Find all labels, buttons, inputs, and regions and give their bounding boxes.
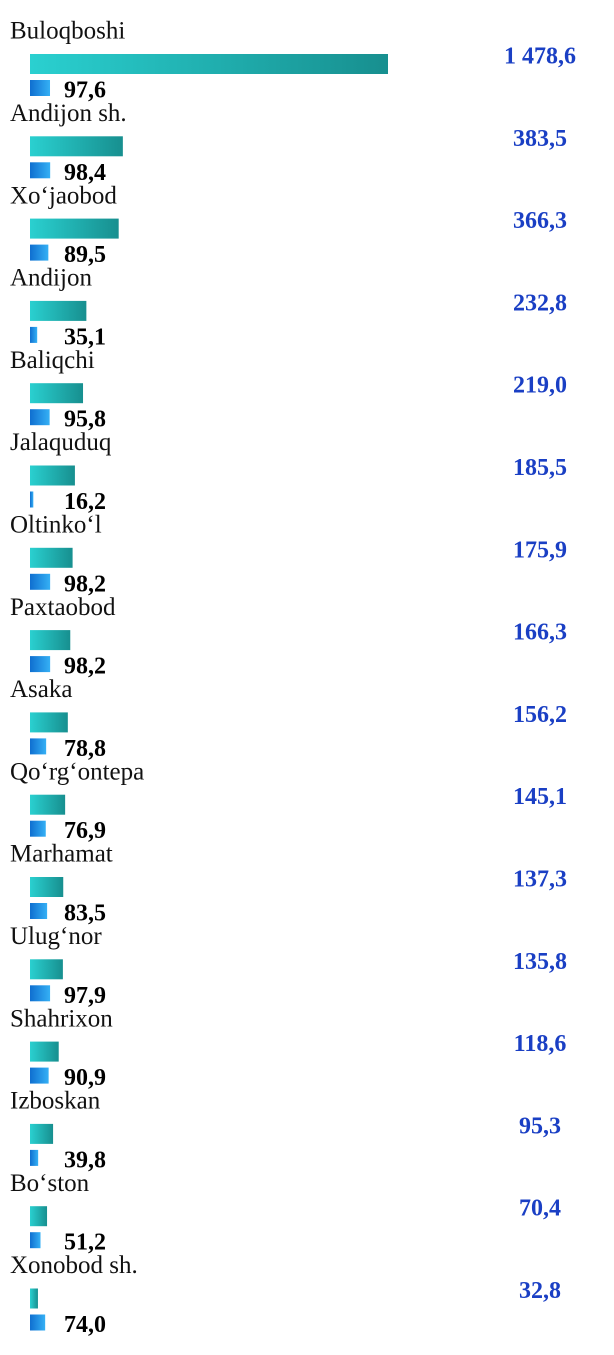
value-label: 145,1 — [513, 784, 567, 810]
value-label: 83,5 — [64, 901, 106, 927]
bar — [30, 218, 119, 239]
value-label: 97,6 — [64, 78, 106, 104]
value-label: 219,0 — [513, 373, 567, 399]
category-label: Andijon — [10, 265, 92, 292]
bar — [30, 1149, 39, 1166]
value-label: 78,8 — [64, 736, 106, 762]
category-label: Oltinko‘l — [10, 512, 102, 539]
value-label: 74,0 — [64, 1312, 106, 1338]
bar — [30, 547, 73, 568]
value-label: 95,3 — [519, 1113, 561, 1139]
value-label: 135,8 — [513, 949, 567, 975]
category-label: Buloqboshi — [10, 18, 125, 45]
value-label: 76,9 — [64, 818, 106, 844]
value-label: 118,6 — [514, 1031, 567, 1057]
bar — [30, 136, 123, 157]
bar — [30, 959, 63, 980]
category-label: Andijon sh. — [10, 100, 127, 127]
bar — [30, 1123, 54, 1144]
category-label: Jalaquduq — [10, 429, 112, 456]
bar — [30, 1041, 59, 1062]
category-label: Xo‘jaobod — [10, 182, 117, 209]
bar — [30, 465, 75, 486]
bar — [30, 1067, 49, 1084]
value-label: 185,5 — [513, 455, 567, 481]
value-label: 70,4 — [519, 1196, 561, 1222]
bar — [30, 1314, 46, 1331]
value-label: 51,2 — [64, 1230, 106, 1256]
value-label: 98,2 — [64, 571, 106, 597]
category-label: Izboskan — [10, 1088, 101, 1115]
value-label: 137,3 — [513, 867, 567, 893]
value-label: 35,1 — [64, 324, 106, 350]
bar — [30, 1206, 48, 1227]
value-label: 97,9 — [64, 983, 106, 1009]
value-label: 90,9 — [64, 1065, 106, 1091]
value-label: 95,8 — [64, 407, 106, 433]
bar — [30, 712, 68, 733]
category-label: Ulug‘nor — [10, 923, 102, 950]
bar — [30, 54, 388, 74]
bar — [30, 985, 51, 1002]
bar — [30, 903, 48, 919]
bar — [30, 300, 87, 321]
category-label: Bo‘ston — [10, 1170, 90, 1197]
category-label: Asaka — [10, 676, 72, 703]
bar — [30, 820, 46, 837]
bar — [30, 80, 51, 96]
bar — [30, 1288, 38, 1309]
category-label: Xonobod sh. — [10, 1252, 138, 1279]
value-label: 16,2 — [64, 489, 106, 515]
category-label: Shahrixon — [10, 1005, 113, 1032]
bar — [30, 877, 64, 897]
category-label: Qo‘rg‘ontepa — [10, 758, 144, 785]
value-label: 32,8 — [519, 1278, 561, 1304]
value-label: 98,2 — [64, 654, 106, 680]
value-label: 166,3 — [513, 620, 567, 646]
category-label: Paxtaobod — [10, 594, 116, 621]
bar — [30, 1232, 41, 1249]
value-label: 232,8 — [513, 290, 567, 316]
bar — [30, 656, 51, 673]
bar — [30, 794, 66, 815]
value-label: 175,9 — [513, 537, 567, 563]
bar — [30, 491, 34, 508]
bar — [30, 326, 38, 343]
value-label: 39,8 — [64, 1147, 106, 1173]
bar — [30, 573, 51, 590]
category-label: Marhamat — [10, 841, 113, 868]
bar — [30, 244, 49, 261]
category-label: Baliqchi — [10, 347, 95, 374]
value-label: 156,2 — [513, 702, 567, 728]
bar — [30, 630, 71, 651]
bar — [30, 738, 47, 755]
bar — [30, 162, 51, 179]
value-label: 89,5 — [64, 242, 106, 268]
value-label: 1 478,6 — [504, 44, 576, 70]
value-label: 366,3 — [513, 208, 567, 234]
bar — [30, 409, 50, 426]
value-label: 98,4 — [64, 160, 106, 186]
value-label: 383,5 — [513, 126, 567, 152]
bar — [30, 383, 84, 404]
